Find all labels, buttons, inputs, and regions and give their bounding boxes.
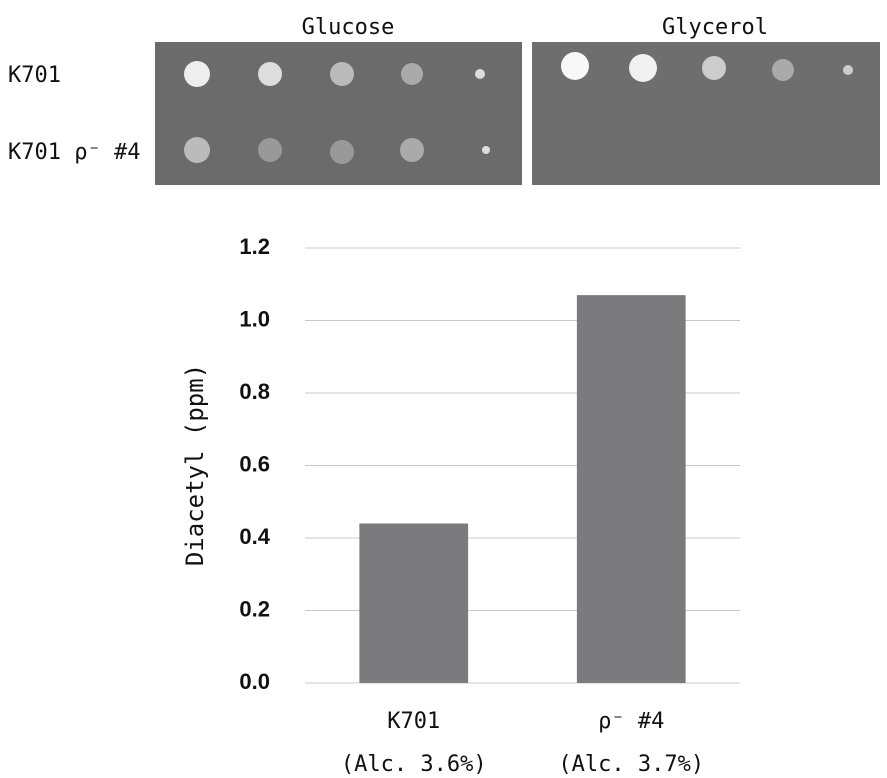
colony [400,138,424,162]
y-tick-label: 0.6 [239,451,270,476]
x-tick-note: (Alc. 3.6%) [341,752,487,777]
colony [330,62,354,86]
colony [475,69,485,79]
figure: Glucose Glycerol K701 K701 ρ⁻ #4 Diacety… [0,0,887,778]
colony [561,52,589,80]
y-tick-label: 0.8 [239,379,270,404]
medium-label: Glucose [302,15,395,40]
colony [330,140,354,164]
colony [258,62,282,86]
colony [184,61,210,87]
colony [843,65,853,75]
bar [577,295,686,683]
y-tick-label: 1.2 [239,234,270,259]
x-tick-label: ρ⁻ #4 [598,709,664,734]
y-tick-label: 0.4 [239,524,270,549]
bar [359,524,468,684]
y-axis-label: Diacetyl (ppm) [181,364,209,566]
colony [629,54,657,82]
strain-label: K701 ρ⁻ #4 [8,140,140,165]
colony [258,138,282,162]
colony [184,137,210,163]
colony [401,63,423,85]
colony [772,59,794,81]
colony [702,56,726,80]
medium-label: Glycerol [662,15,768,40]
x-tick-note: (Alc. 3.7%) [558,752,704,777]
strain-label: K701 [8,63,61,88]
y-tick-label: 0.0 [239,669,270,694]
colony [482,146,490,154]
y-tick-label: 1.0 [239,306,270,331]
x-tick-label: K701 [387,709,440,734]
y-tick-label: 0.2 [239,596,270,621]
